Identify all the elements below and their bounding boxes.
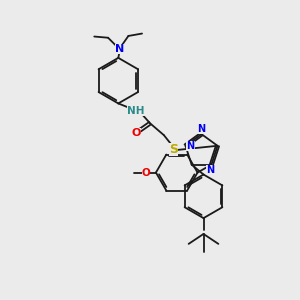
Text: N: N xyxy=(186,141,194,151)
Text: O: O xyxy=(131,128,141,138)
Text: N: N xyxy=(206,165,214,175)
Text: N: N xyxy=(197,124,206,134)
Text: NH: NH xyxy=(128,106,145,116)
Text: O: O xyxy=(142,167,150,178)
Text: S: S xyxy=(169,142,178,155)
Text: N: N xyxy=(115,44,124,54)
